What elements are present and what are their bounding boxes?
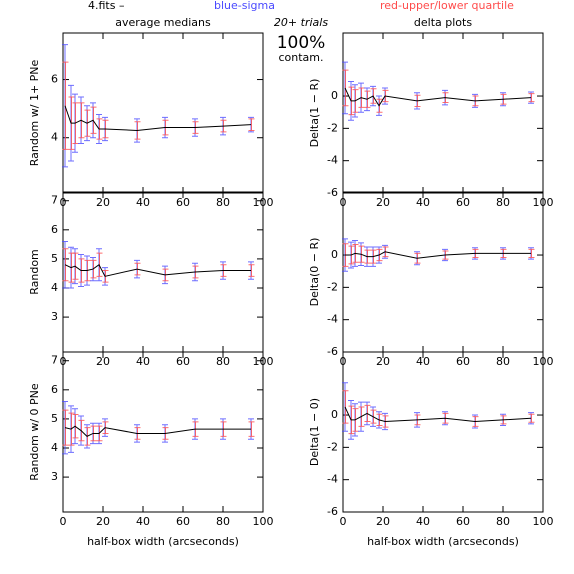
y-tick-label: -4: [327, 473, 338, 486]
y-tick-label: 0: [331, 408, 338, 421]
quartile-error-bar: [528, 248, 535, 258]
x-tick-label: 40: [416, 196, 430, 209]
y-tick-label: -6: [327, 186, 338, 199]
x-tick-label: 40: [136, 515, 150, 528]
y-tick-label: -6: [327, 505, 338, 518]
quartile-error-bar: [248, 264, 255, 277]
median-line: [64, 263, 251, 277]
y-axis-label: Delta(1 − 0): [308, 398, 321, 466]
y-tick-label: 0: [331, 248, 338, 261]
y-tick-label: 4: [51, 281, 58, 294]
y-tick-label: 3: [51, 310, 58, 323]
quartile-error-bar: [528, 93, 535, 103]
median-line: [344, 87, 532, 107]
contam-label: contam.: [278, 51, 323, 64]
y-tick-label: -2: [327, 280, 338, 293]
trials-label: 20+ trials: [274, 16, 328, 29]
x-tick-label: 80: [496, 355, 510, 368]
panel-title: average medians: [115, 16, 211, 29]
quartile-error-bar: [528, 413, 535, 423]
y-tick-label: 6: [51, 383, 58, 396]
x-tick-label: 0: [340, 515, 347, 528]
x-tick-label: 80: [216, 196, 230, 209]
y-tick-label: 4: [51, 441, 58, 454]
x-tick-label: 40: [136, 355, 150, 368]
plot-frame: [342, 351, 544, 513]
x-tick-label: 60: [456, 355, 470, 368]
plot-frame: [342, 191, 544, 353]
file-label: 4.fits –: [88, 0, 124, 12]
y-tick-label: 5: [51, 412, 58, 425]
y-tick-label: -2: [327, 440, 338, 453]
median-line: [344, 406, 532, 422]
x-tick-label: 100: [533, 515, 554, 528]
y-axis-label: Random: [28, 249, 41, 295]
x-tick-label: 60: [176, 515, 190, 528]
plot-frame: [62, 32, 264, 194]
y-axis-label: Random w/ 0 PNe: [28, 383, 41, 481]
percent-label: 100%: [277, 33, 326, 53]
y-tick-label: 5: [51, 252, 58, 265]
x-tick-label: 80: [216, 355, 230, 368]
x-tick-label: 40: [416, 355, 430, 368]
y-tick-label: 3: [51, 470, 58, 483]
plot-frame: [342, 32, 544, 194]
y-tick-label: 0: [331, 89, 338, 102]
y-axis-label: Delta(0 − R): [308, 238, 321, 307]
sigma-legend: blue-sigma: [214, 0, 275, 12]
x-tick-label: 60: [456, 515, 470, 528]
x-tick-label: 80: [216, 515, 230, 528]
x-tick-label: 20: [376, 355, 390, 368]
median-line: [64, 425, 251, 437]
x-tick-label: 20: [96, 355, 110, 368]
quartile-legend: red-upper/lower quartile: [380, 0, 514, 12]
x-tick-label: 80: [496, 196, 510, 209]
y-tick-label: -6: [327, 345, 338, 358]
y-tick-label: 4: [51, 131, 58, 144]
median-line: [64, 105, 252, 131]
x-tick-label: 60: [176, 196, 190, 209]
y-tick-label: -2: [327, 121, 338, 134]
x-tick-label: 60: [456, 196, 470, 209]
quartile-error-bar: [248, 421, 255, 437]
x-tick-label: 20: [376, 515, 390, 528]
x-tick-label: 20: [96, 515, 110, 528]
plot-frame: [62, 351, 264, 513]
x-tick-label: 20: [376, 196, 390, 209]
x-tick-label: 80: [496, 515, 510, 528]
y-tick-label: -4: [327, 313, 338, 326]
x-tick-label: 0: [60, 515, 67, 528]
x-tick-label: 60: [176, 355, 190, 368]
y-axis-label: Random w/ 1+ PNe: [28, 59, 41, 166]
y-tick-label: 6: [51, 73, 58, 86]
y-tick-label: 7: [51, 354, 58, 367]
quartile-error-bar: [248, 118, 255, 131]
x-axis-label: half-box width (arcseconds): [87, 535, 239, 548]
x-tick-label: 20: [96, 196, 110, 209]
panel-title: delta plots: [414, 16, 472, 29]
x-tick-label: 40: [136, 196, 150, 209]
y-tick-label: -4: [327, 154, 338, 167]
x-tick-label: 40: [416, 515, 430, 528]
median-line: [345, 251, 531, 259]
x-tick-label: 100: [253, 515, 274, 528]
x-axis-label: half-box width (arcseconds): [367, 535, 519, 548]
y-tick-label: 6: [51, 223, 58, 236]
y-tick-label: 7: [51, 194, 58, 207]
y-axis-label: Delta(1 − R): [308, 79, 321, 148]
